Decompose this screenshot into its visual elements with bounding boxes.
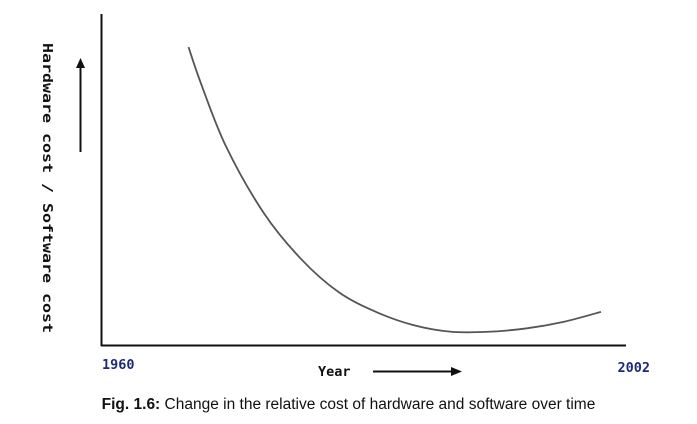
figure-caption: Fig. 1.6: Change in the relative cost of…	[0, 396, 697, 414]
x-axis-end-label: 2002	[617, 360, 650, 376]
x-axis-label: Year	[318, 364, 351, 380]
x-axis-arrow-head-icon	[451, 367, 462, 376]
figure-caption-text: Change in the relative cost of hardware …	[164, 396, 596, 413]
y-axis-arrow-head-icon	[76, 58, 85, 68]
figure-number: Fig. 1.6:	[101, 396, 161, 413]
cost-curve	[187, 46, 602, 334]
x-axis-start-label: 1960	[102, 357, 135, 373]
y-axis-label: Hardware cost / Software cost	[39, 43, 55, 333]
